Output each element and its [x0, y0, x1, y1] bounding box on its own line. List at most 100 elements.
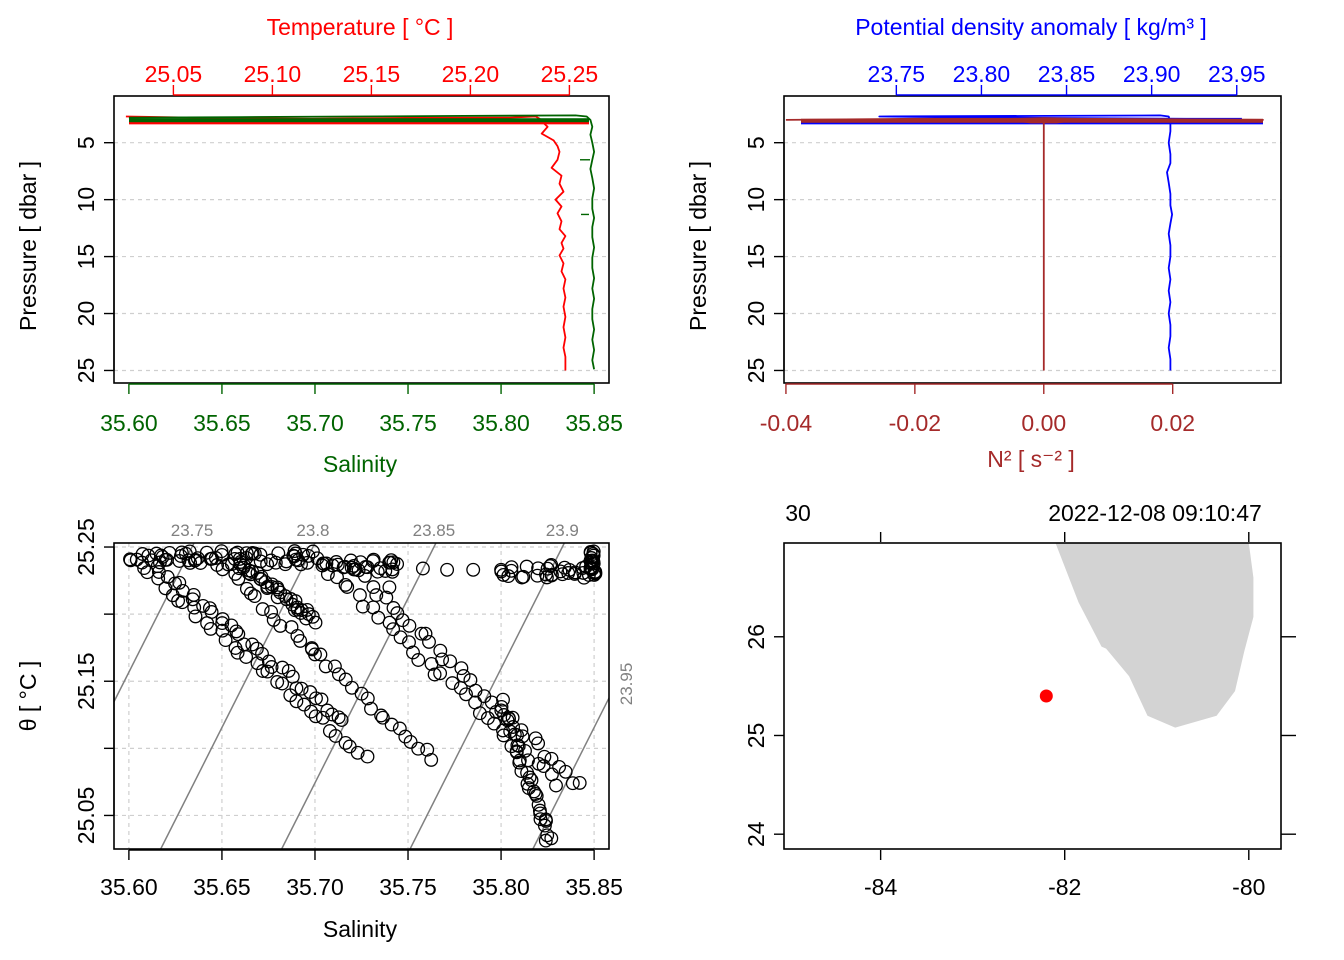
ts-data-point [300, 555, 315, 570]
ts-data-point [309, 691, 323, 706]
ts-data-point [250, 656, 265, 671]
density-tick-label: 23.75 [868, 61, 926, 87]
ts-data-point [422, 634, 436, 649]
ts-data-point [175, 595, 190, 610]
ts-data-point [308, 615, 323, 630]
ts-data-point [540, 561, 555, 576]
ts-data-point [187, 553, 202, 568]
ts-data-point [496, 692, 510, 707]
ts-data-point [355, 599, 370, 614]
ts-data-point [386, 622, 401, 637]
ts-data-point [539, 567, 553, 582]
ts-data-point [255, 602, 270, 617]
ts-data-point [186, 587, 201, 602]
ts-data-point [286, 548, 301, 563]
ts-data-point [544, 568, 559, 583]
ts-data-point [382, 615, 397, 630]
ts-data-point [384, 553, 399, 568]
pressure-tick-label: 25 [73, 358, 99, 384]
ts-data-point [402, 618, 417, 633]
ts-data-point [433, 666, 448, 681]
ts-data-point [340, 580, 355, 594]
ts-data-point [187, 600, 202, 615]
ts-data-point [247, 589, 262, 604]
ts-data-point [509, 745, 524, 760]
ts-data-point [253, 547, 268, 562]
ts-data-point [273, 618, 288, 633]
ts-data-point [342, 739, 357, 754]
ts-data-point [411, 741, 426, 756]
florida-land-polygon [1055, 543, 1254, 728]
ts-data-point [172, 575, 187, 590]
ts-data-point [229, 624, 244, 639]
isopycnal-line [160, 543, 316, 849]
ts-data-point [366, 580, 381, 595]
ts-data-point [296, 547, 311, 562]
isopycnal-label: 23.9 [546, 521, 579, 540]
ts-data-point [260, 579, 275, 594]
latitude-tick-label: 26 [743, 624, 769, 650]
ts-data-point [398, 729, 413, 744]
ts-data-point [411, 653, 426, 667]
salinity-tick-label: 35.60 [100, 874, 158, 900]
ts-data-point [540, 828, 555, 843]
ts-data-point [378, 564, 393, 578]
ts-data-point [264, 660, 279, 674]
ts-data-point [275, 676, 290, 691]
isopycnal-label: 23.8 [296, 521, 329, 540]
salinity-axis-title: Salinity [323, 451, 398, 477]
salinity-tick-label: 35.65 [193, 874, 251, 900]
salinity-tick-label: 35.60 [100, 410, 158, 436]
density-axis-title: Potential density anomaly [ kg/m³ ] [855, 14, 1207, 40]
density-stability-profile-frame [783, 95, 1282, 384]
temperature-tick-label: 25.05 [145, 61, 203, 87]
ts-data-point [151, 565, 166, 579]
ts-data-point [420, 742, 435, 757]
ts-data-point [135, 547, 150, 561]
ts-data-point [538, 833, 553, 848]
ts-data-point [353, 555, 368, 570]
ts-data-point [330, 557, 345, 572]
ts-data-point [308, 647, 322, 662]
n2-tick-label: -0.04 [760, 410, 813, 436]
ts-data-point [549, 778, 563, 793]
temperature-salinity-profile-frame [113, 95, 610, 384]
pressure-tick-label: 5 [73, 136, 99, 149]
ts-data-point [414, 626, 429, 641]
ts-data-point [382, 580, 397, 595]
ts-data-point [275, 660, 290, 675]
ts-data-point [351, 563, 366, 578]
map-station-timestamp: 2022-12-08 09:10:47 [1048, 500, 1262, 526]
n2-axis-title: N² [ s⁻² ] [987, 446, 1075, 472]
ts-data-point [244, 546, 259, 561]
ts-data-point [371, 610, 386, 625]
ts-data-point [522, 770, 537, 785]
n2-tick-label: 0.00 [1021, 410, 1066, 436]
ts-data-point [528, 787, 543, 801]
salinity-tick-label: 35.75 [379, 874, 437, 900]
ts-data-point [583, 560, 598, 575]
ts-data-point [406, 645, 420, 660]
density-tick-label: 23.95 [1208, 61, 1266, 87]
ts-data-point [293, 633, 308, 648]
density-tick-label: 23.90 [1123, 61, 1181, 87]
ts-data-point [572, 775, 587, 790]
theta-tick-label: 25.15 [73, 652, 99, 710]
ts-data-point [320, 703, 335, 718]
ts-data-point [373, 561, 388, 576]
ts-data-point [249, 641, 264, 656]
longitude-tick-label: -80 [1232, 874, 1265, 900]
ts-data-point [334, 713, 349, 727]
ts-data-point [123, 553, 138, 568]
ts-data-point [305, 544, 320, 559]
ts-data-point [489, 704, 503, 719]
isopycnal-label: 23.95 [617, 663, 636, 706]
ts-data-point [385, 562, 400, 577]
ts-data-point [565, 776, 580, 791]
pressure-axis-title-right-panel: Pressure [ dbar ] [685, 161, 711, 331]
temperature-tick-label: 25.20 [442, 61, 500, 87]
ts-data-point [289, 681, 304, 696]
ts-data-point [360, 749, 375, 764]
ts-data-point [188, 609, 203, 624]
